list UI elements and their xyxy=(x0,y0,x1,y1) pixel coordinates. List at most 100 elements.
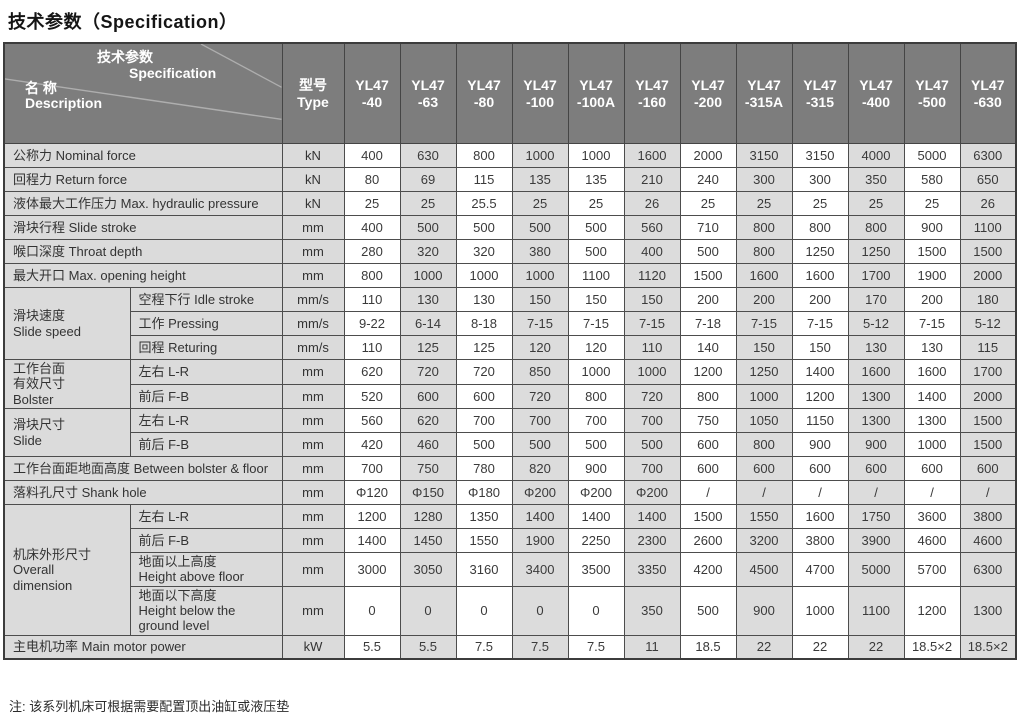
header-model-YL47-100A: YL47 -100A xyxy=(567,42,625,145)
value-cell: 500 xyxy=(679,585,737,636)
row-unit: mm xyxy=(281,552,345,587)
value-cell: 600 xyxy=(455,383,513,410)
value-cell: Φ200 xyxy=(567,480,625,506)
table-row: 滑块速度 Slide speed 空程下行 Idle stroke mm/s 110 1… xyxy=(3,287,1017,361)
row-label: 主电机功率 Main motor power xyxy=(3,634,283,660)
value-cell: 720 xyxy=(455,359,513,385)
corner-label-en: Specification xyxy=(129,65,217,81)
value-cell: 600 xyxy=(959,456,1017,482)
value-cell: 780 xyxy=(455,456,513,482)
value-cell: 1700 xyxy=(959,359,1017,385)
value-cell: 1600 xyxy=(903,359,961,385)
value-cell: 0 xyxy=(511,585,569,636)
value-cell: 650 xyxy=(959,167,1017,193)
value-cell: 1900 xyxy=(511,528,569,554)
value-cell: 500 xyxy=(399,215,457,241)
row-group-label: 工作台面 有效尺寸 Bolster xyxy=(3,359,131,410)
value-cell: 6300 xyxy=(959,143,1017,169)
value-cell: 850 xyxy=(511,359,569,385)
value-cell: 600 xyxy=(679,432,737,458)
header-model-YL47-630: YL47 -630 xyxy=(959,42,1017,145)
value-cell: 2000 xyxy=(679,143,737,169)
header-model-YL47-200: YL47 -200 xyxy=(679,42,737,145)
value-cell: 500 xyxy=(623,432,681,458)
value-cell: 1400 xyxy=(903,383,961,410)
table-row: 前后 F-B mm 1400 1450 1550 1900 2250 2300 2600 3200… xyxy=(4,528,1017,554)
value-cell: 1900 xyxy=(903,263,961,289)
value-cell: 580 xyxy=(903,167,961,193)
value-cell: / xyxy=(847,480,905,506)
value-cell: 120 xyxy=(567,335,625,361)
value-cell: 6-14 xyxy=(399,311,457,337)
table-row: 主电机功率 Main motor power kW 5.5 5.5 7.5 7.5 7.5 1… xyxy=(3,634,1017,660)
value-cell: 5.5 xyxy=(399,634,457,660)
table-row: 液体最大工作压力 Max. hydraulic pressure kN 25 25 25… xyxy=(3,191,1017,217)
page-title: 技术参数（Specification） xyxy=(8,12,238,32)
value-cell: 1250 xyxy=(847,239,905,265)
value-cell: 25 xyxy=(847,191,905,217)
value-cell: 800 xyxy=(679,383,737,410)
value-cell: 1400 xyxy=(567,504,625,530)
row-sublabel: 空程下行 Idle stroke xyxy=(129,287,283,313)
row-unit: mm xyxy=(281,359,345,385)
value-cell: 7.5 xyxy=(567,634,625,660)
value-cell: 5-12 xyxy=(959,311,1017,337)
row-sublabel: 左右 L-R xyxy=(129,408,283,434)
value-cell: 3150 xyxy=(735,143,793,169)
row-unit: mm/s xyxy=(281,335,345,361)
value-cell: 1000 xyxy=(511,263,569,289)
value-cell: 200 xyxy=(735,287,793,313)
value-cell: 800 xyxy=(847,215,905,241)
value-cell: Φ180 xyxy=(455,480,513,506)
table-row: 滑块尺寸 Slide 左右 L-R mm 560 620 700 700 700 700 750 1… xyxy=(3,408,1017,458)
value-cell: 4500 xyxy=(735,552,793,587)
value-cell: 400 xyxy=(343,215,401,241)
value-cell: 3600 xyxy=(903,504,961,530)
value-cell: 25 xyxy=(903,191,961,217)
value-cell: 1300 xyxy=(847,408,905,434)
row-label: 回程力 Return force xyxy=(3,167,283,193)
value-cell: 500 xyxy=(511,432,569,458)
row-label: 工作台面距地面高度 Between bolster & floor xyxy=(3,456,283,482)
value-cell: Φ150 xyxy=(399,480,457,506)
row-unit: mm xyxy=(281,239,345,265)
value-cell: 25 xyxy=(679,191,737,217)
value-cell: / xyxy=(679,480,737,506)
value-cell: 4700 xyxy=(791,552,849,587)
row-sublabel: 前后 F-B xyxy=(129,528,283,554)
value-cell: 18.5 xyxy=(679,634,737,660)
table-row: 回程力 Return force kN 80 69 115 135 135 210 240 300… xyxy=(3,167,1017,193)
value-cell: 800 xyxy=(735,432,793,458)
table-row: 地面以上高度 Height above floor mm 3000 3050 3160 3… xyxy=(4,552,1017,587)
value-cell: 1600 xyxy=(623,143,681,169)
row-unit: mm xyxy=(281,528,345,554)
value-cell: 3900 xyxy=(847,528,905,554)
value-cell: 1600 xyxy=(791,504,849,530)
value-cell: 150 xyxy=(511,287,569,313)
value-cell: 520 xyxy=(343,383,401,410)
value-cell: 620 xyxy=(343,359,401,385)
value-cell: 1500 xyxy=(959,239,1017,265)
value-cell: 26 xyxy=(959,191,1017,217)
value-cell: 115 xyxy=(959,335,1017,361)
value-cell: 22 xyxy=(847,634,905,660)
value-cell: / xyxy=(735,480,793,506)
value-cell: 820 xyxy=(511,456,569,482)
value-cell: 9-22 xyxy=(343,311,401,337)
value-cell: 2000 xyxy=(959,383,1017,410)
value-cell: 750 xyxy=(399,456,457,482)
value-cell: 3150 xyxy=(791,143,849,169)
value-cell: 130 xyxy=(847,335,905,361)
value-cell: 1400 xyxy=(343,528,401,554)
value-cell: 2600 xyxy=(679,528,737,554)
value-cell: 560 xyxy=(623,215,681,241)
value-cell: 1500 xyxy=(679,263,737,289)
value-cell: 1200 xyxy=(679,359,737,385)
value-cell: 1000 xyxy=(399,263,457,289)
value-cell: 1200 xyxy=(903,585,961,636)
value-cell: 2000 xyxy=(959,263,1017,289)
value-cell: 800 xyxy=(343,263,401,289)
value-cell: 130 xyxy=(903,335,961,361)
value-cell: 600 xyxy=(735,456,793,482)
value-cell: 1600 xyxy=(847,359,905,385)
